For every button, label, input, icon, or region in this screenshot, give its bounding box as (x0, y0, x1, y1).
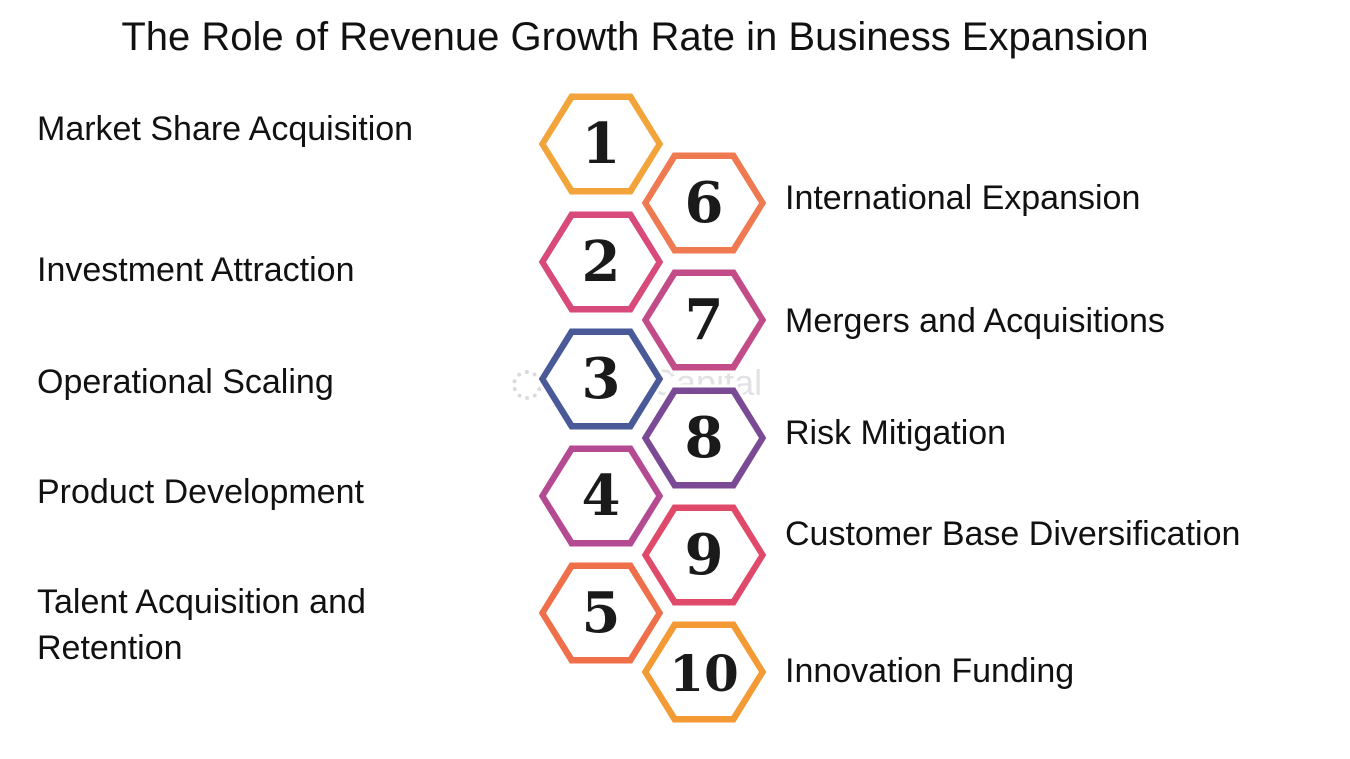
hexagon-10: 10 (638, 618, 770, 726)
hexagon-face-9 (649, 511, 759, 599)
hexagon-2: 2 (535, 208, 667, 316)
label-talent-acquisition-line-2: Retention (37, 629, 183, 667)
hexagon-number-9: 9 (685, 522, 724, 588)
hexagon-face-2 (546, 218, 656, 306)
hexagon-number-4: 4 (582, 463, 621, 529)
label-talent-acquisition-line-1: Talent Acquisition and (37, 583, 366, 621)
hexagon-face-3 (546, 335, 656, 423)
hexagon-face-8 (649, 394, 759, 482)
page-title: The Role of Revenue Growth Rate in Busin… (121, 15, 1149, 59)
hexagon-face-1 (546, 100, 656, 188)
label-international-expansion: International Expansion (785, 179, 1141, 217)
label-risk-mitigation: Risk Mitigation (785, 414, 1007, 452)
hexagon-4: 4 (535, 442, 667, 550)
hexagon-number-8: 8 (685, 405, 724, 471)
hexagon-face-10 (649, 628, 759, 716)
hexagon-9: 9 (638, 501, 770, 609)
hexagon-number-5: 5 (582, 580, 621, 646)
hexagon-number-1: 1 (582, 111, 621, 177)
label-innovation-funding: Innovation Funding (785, 652, 1075, 690)
hexagon-7: 7 (638, 266, 770, 374)
label-mergers-and-acquisitions: Mergers and Acquisitions (785, 302, 1165, 340)
hexagon-1: 1 (535, 90, 667, 198)
hexagon-5: 5 (535, 559, 667, 667)
hexagon-number-2: 2 (582, 229, 621, 295)
hexagon-face-4 (546, 452, 656, 540)
hexagon-6: 6 (638, 149, 770, 257)
label-customer-base-diversification: Customer Base Diversification (785, 515, 1241, 553)
hexagon-number-3: 3 (582, 346, 621, 412)
hexagon-face-6 (649, 159, 759, 247)
label-investment-attraction: Investment Attraction (37, 251, 355, 289)
hexagon-number-7: 7 (685, 287, 724, 353)
label-product-development: Product Development (37, 473, 364, 511)
hexagon-3: 3 (535, 325, 667, 433)
hexagon-8: 8 (638, 384, 770, 492)
hexagon-number-10: 10 (669, 644, 739, 703)
hexagon-face-7 (649, 276, 759, 364)
hexagon-face-5 (546, 569, 656, 657)
label-market-share-acquisition: Market Share Acquisition (37, 110, 414, 148)
hexagon-number-6: 6 (685, 170, 724, 236)
label-operational-scaling: Operational Scaling (37, 363, 334, 401)
